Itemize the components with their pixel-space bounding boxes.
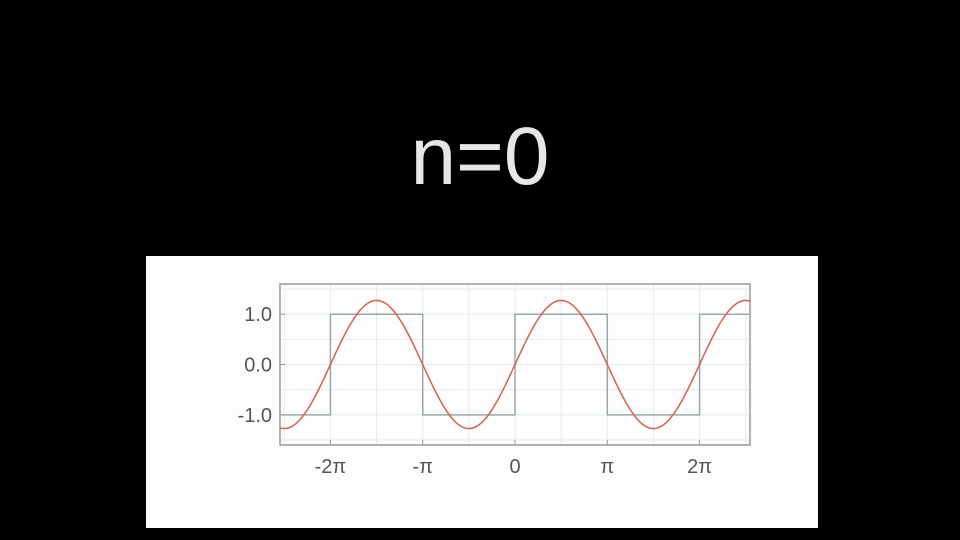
x-tick-label: -π <box>412 456 432 478</box>
title: n=0 <box>410 111 550 202</box>
x-tick-label: 0 <box>509 456 520 478</box>
chart-panel: -2π -π 0 π 2π 1.0 0.0 -1.0 <box>146 256 818 528</box>
y-tick-label: 1.0 <box>244 304 272 326</box>
y-tick-label: -1.0 <box>238 405 272 427</box>
x-tick-label: π <box>600 456 614 478</box>
y-tick-label: 0.0 <box>244 355 272 377</box>
chart: -2π -π 0 π 2π 1.0 0.0 -1.0 <box>238 283 751 478</box>
x-tick-label: -2π <box>315 456 347 478</box>
x-tick-label: 2π <box>687 456 712 478</box>
fourier-approximation-line <box>279 299 751 430</box>
